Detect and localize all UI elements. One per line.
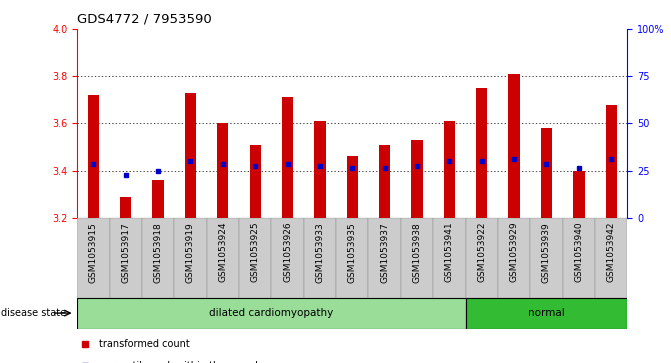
Bar: [530, 218, 563, 298]
Bar: [185, 93, 196, 218]
Bar: [77, 298, 466, 329]
Text: GSM1053939: GSM1053939: [542, 222, 551, 282]
Bar: [120, 196, 132, 218]
Bar: [239, 218, 271, 298]
Bar: [498, 218, 530, 298]
Bar: [444, 121, 455, 218]
Bar: [152, 180, 164, 218]
Text: transformed count: transformed count: [99, 339, 190, 349]
Bar: [282, 97, 293, 218]
Text: GSM1053942: GSM1053942: [607, 222, 616, 282]
Bar: [109, 218, 142, 298]
Text: GSM1053940: GSM1053940: [574, 222, 583, 282]
Bar: [433, 218, 466, 298]
Text: GSM1053937: GSM1053937: [380, 222, 389, 282]
Bar: [573, 171, 584, 218]
Bar: [476, 88, 487, 218]
Text: GSM1053925: GSM1053925: [251, 222, 260, 282]
Bar: [401, 218, 433, 298]
Text: GDS4772 / 7953590: GDS4772 / 7953590: [77, 13, 212, 26]
Bar: [250, 144, 261, 218]
Text: GSM1053922: GSM1053922: [477, 222, 486, 282]
Bar: [605, 105, 617, 218]
Text: disease state: disease state: [1, 308, 66, 318]
Text: GSM1053935: GSM1053935: [348, 222, 357, 282]
Bar: [509, 74, 520, 218]
Bar: [541, 128, 552, 218]
Text: GSM1053917: GSM1053917: [121, 222, 130, 282]
Text: GSM1053924: GSM1053924: [218, 222, 227, 282]
Bar: [466, 218, 498, 298]
Bar: [411, 140, 423, 218]
Text: GSM1053941: GSM1053941: [445, 222, 454, 282]
Bar: [563, 218, 595, 298]
Text: GSM1053938: GSM1053938: [413, 222, 421, 282]
Text: dilated cardiomyopathy: dilated cardiomyopathy: [209, 308, 333, 318]
Text: GSM1053918: GSM1053918: [154, 222, 162, 282]
Bar: [304, 218, 336, 298]
Bar: [174, 218, 207, 298]
Bar: [368, 218, 401, 298]
Bar: [217, 123, 228, 218]
Bar: [271, 218, 304, 298]
Text: GSM1053933: GSM1053933: [315, 222, 324, 282]
Text: GSM1053926: GSM1053926: [283, 222, 292, 282]
Text: GSM1053929: GSM1053929: [509, 222, 519, 282]
Bar: [77, 218, 109, 298]
Text: normal: normal: [528, 308, 565, 318]
Bar: [466, 298, 627, 329]
Text: GSM1053915: GSM1053915: [89, 222, 98, 282]
Bar: [347, 156, 358, 218]
Bar: [207, 218, 239, 298]
Text: percentile rank within the sample: percentile rank within the sample: [99, 361, 264, 363]
Bar: [142, 218, 174, 298]
Bar: [595, 218, 627, 298]
Bar: [88, 95, 99, 218]
Bar: [379, 144, 391, 218]
Bar: [336, 218, 368, 298]
Text: GSM1053919: GSM1053919: [186, 222, 195, 282]
Bar: [314, 121, 325, 218]
